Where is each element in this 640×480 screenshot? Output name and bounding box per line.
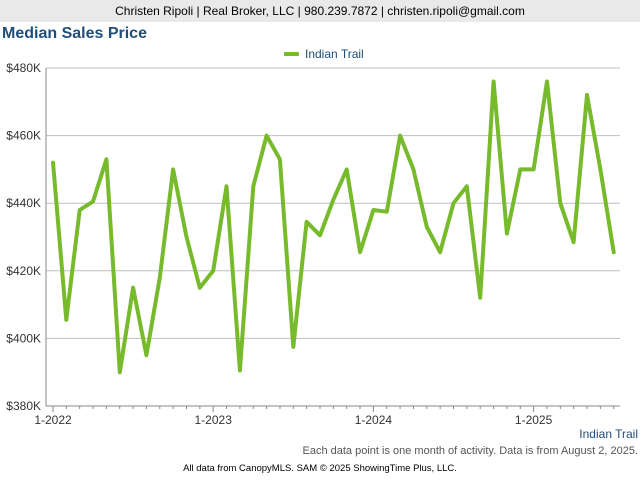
data-point bbox=[238, 369, 242, 373]
data-point bbox=[532, 167, 536, 171]
data-point bbox=[251, 184, 255, 188]
y-tick-label: $400K bbox=[6, 331, 41, 345]
data-point bbox=[64, 318, 68, 322]
data-point bbox=[558, 201, 562, 205]
data-point bbox=[345, 167, 349, 171]
data-point bbox=[478, 296, 482, 300]
data-point bbox=[211, 269, 215, 273]
data-point bbox=[291, 345, 295, 349]
contact-header: Christen Ripoli | Real Broker, LLC | 980… bbox=[0, 0, 640, 22]
y-tick-label: $380K bbox=[6, 399, 41, 413]
y-tick-label: $440K bbox=[6, 196, 41, 210]
region-label: Indian Trail bbox=[579, 427, 638, 441]
data-point bbox=[411, 167, 415, 171]
series-line bbox=[51, 79, 616, 375]
y-tick-label: $480K bbox=[6, 61, 41, 75]
x-tick-label: 1-2025 bbox=[515, 413, 553, 427]
data-point bbox=[78, 208, 82, 212]
data-point bbox=[585, 93, 589, 97]
legend-swatch bbox=[284, 52, 299, 56]
footer-credit: All data from CanopyMLS. SAM © 2025 Show… bbox=[183, 463, 457, 474]
data-point bbox=[225, 184, 229, 188]
data-point bbox=[131, 286, 135, 290]
x-tick-label: 1-2022 bbox=[34, 413, 72, 427]
data-point bbox=[144, 353, 148, 357]
data-point bbox=[51, 161, 55, 165]
data-point bbox=[452, 201, 455, 205]
data-point bbox=[265, 134, 269, 138]
data-point bbox=[305, 220, 309, 224]
data-point bbox=[612, 250, 616, 254]
data-point bbox=[371, 208, 375, 212]
data-point bbox=[91, 200, 95, 204]
data-point bbox=[398, 134, 402, 138]
data-point bbox=[438, 250, 442, 254]
data-point bbox=[425, 225, 429, 229]
data-point bbox=[572, 240, 576, 244]
legend[interactable]: Indian Trail bbox=[284, 46, 364, 62]
data-point bbox=[104, 157, 108, 161]
y-axis-labels: $380K $400K $420K $440K $460K $480K bbox=[6, 61, 41, 413]
data-point bbox=[358, 250, 362, 254]
y-tick-label: $460K bbox=[6, 129, 41, 143]
data-point bbox=[158, 276, 162, 280]
data-point bbox=[465, 184, 469, 188]
x-axis-labels: 1-2022 1-2023 1-2024 1-2025 bbox=[34, 413, 552, 427]
data-point bbox=[171, 167, 175, 171]
data-point bbox=[118, 370, 122, 374]
grid-lines bbox=[46, 67, 620, 339]
data-point bbox=[505, 232, 509, 236]
data-point bbox=[385, 210, 389, 214]
axes bbox=[45, 68, 620, 412]
x-tick-label: 1-2023 bbox=[195, 413, 233, 427]
y-tick-label: $420K bbox=[6, 264, 41, 278]
data-point bbox=[545, 80, 549, 84]
data-point bbox=[198, 286, 202, 290]
x-tick-label: 1-2024 bbox=[355, 413, 393, 427]
series-group bbox=[51, 79, 616, 375]
data-note: Each data point is one month of activity… bbox=[302, 445, 638, 457]
data-point bbox=[318, 233, 322, 237]
data-point bbox=[492, 80, 496, 84]
data-point bbox=[278, 157, 282, 161]
chart-title: Median Sales Price bbox=[2, 25, 147, 42]
data-point bbox=[185, 235, 188, 239]
data-point bbox=[598, 167, 602, 171]
data-point bbox=[518, 167, 522, 171]
legend-label: Indian Trail bbox=[305, 47, 364, 61]
data-point bbox=[331, 198, 335, 202]
